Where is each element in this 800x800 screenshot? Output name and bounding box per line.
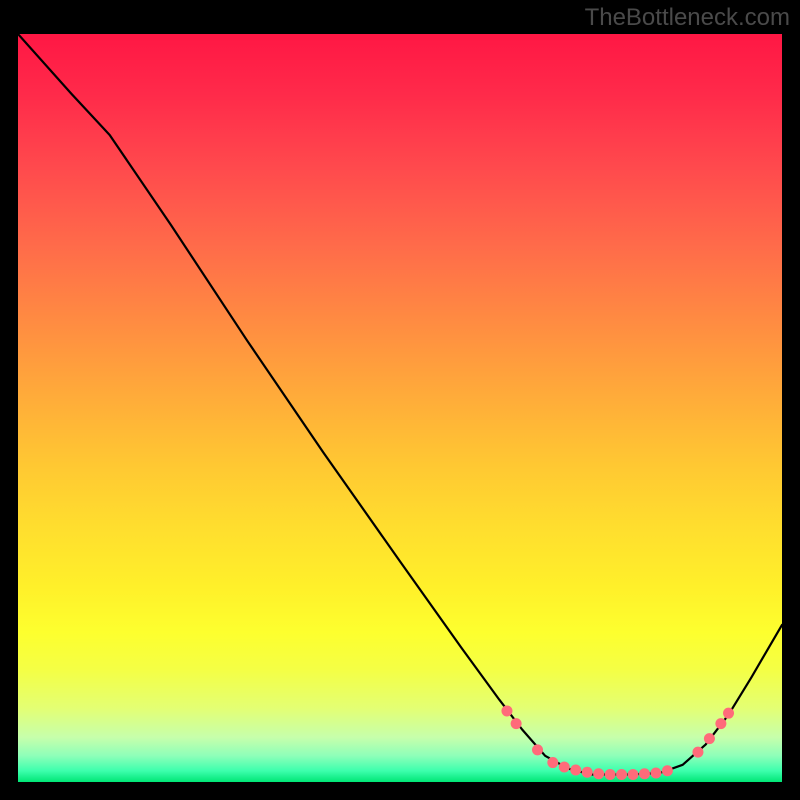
- data-marker: [593, 768, 604, 779]
- data-marker: [532, 744, 543, 755]
- data-marker: [662, 765, 673, 776]
- data-marker: [547, 757, 558, 768]
- data-marker: [704, 733, 715, 744]
- data-marker: [628, 769, 639, 780]
- data-marker: [692, 747, 703, 758]
- data-marker: [582, 767, 593, 778]
- chart-container: TheBottleneck.com: [0, 0, 800, 800]
- watermark-label: TheBottleneck.com: [585, 4, 790, 32]
- chart-svg: [18, 34, 782, 782]
- data-marker: [650, 768, 661, 779]
- data-marker: [639, 768, 650, 779]
- gradient-background: [18, 34, 782, 782]
- data-marker: [723, 708, 734, 719]
- data-marker: [511, 718, 522, 729]
- plot-area: [18, 34, 782, 782]
- data-marker: [559, 762, 570, 773]
- data-marker: [570, 765, 581, 776]
- data-marker: [605, 769, 616, 780]
- data-marker: [616, 769, 627, 780]
- data-marker: [715, 718, 726, 729]
- data-marker: [501, 705, 512, 716]
